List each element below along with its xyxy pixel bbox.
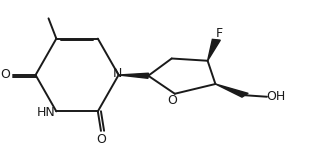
Text: HN: HN bbox=[37, 106, 56, 119]
Text: O: O bbox=[167, 94, 177, 106]
Text: OH: OH bbox=[266, 90, 285, 103]
Text: O: O bbox=[0, 69, 10, 81]
Polygon shape bbox=[118, 73, 149, 78]
Text: O: O bbox=[96, 133, 106, 146]
Polygon shape bbox=[216, 84, 248, 97]
Text: F: F bbox=[216, 27, 223, 40]
Text: N: N bbox=[112, 67, 122, 80]
Polygon shape bbox=[208, 39, 220, 61]
